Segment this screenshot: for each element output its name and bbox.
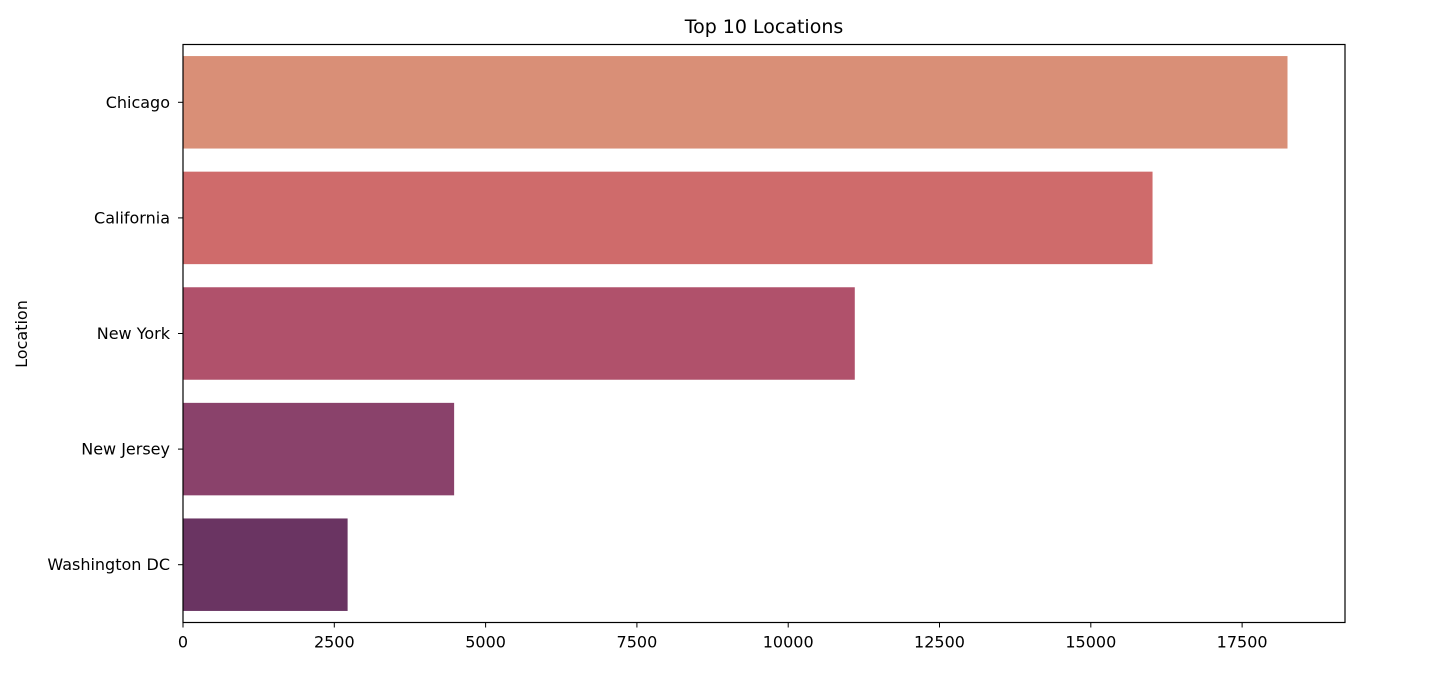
chart-title: Top 10 Locations [684, 16, 844, 38]
bar-chicago [183, 56, 1288, 149]
x-ticks: 0 2500 5000 7500 10000 12500 15000 17500 [178, 622, 1268, 652]
bar-new-jersey [183, 402, 455, 496]
bars-layer [183, 56, 1288, 611]
plot-frame [182, 43, 1346, 624]
y-ticks: Chicago California New York New Jersey Washi… [47, 93, 183, 574]
x-tick-label: 2500 [314, 633, 355, 652]
x-tick-label: 7500 [617, 633, 658, 652]
x-tick-label: 12500 [914, 633, 965, 652]
bar-new-york [183, 287, 855, 380]
x-tick-label: 10000 [763, 633, 814, 652]
y-tick-label: Washington DC [47, 555, 170, 574]
y-axis-label: Location [12, 300, 31, 368]
y-tick-label: New Jersey [81, 440, 170, 459]
bar-california [183, 171, 1153, 265]
y-tick-label: California [94, 208, 170, 227]
y-tick-label: Chicago [106, 93, 170, 112]
y-tick-label: New York [97, 324, 171, 343]
x-tick-label: 15000 [1065, 633, 1116, 652]
x-tick-label: 5000 [465, 633, 506, 652]
x-tick-label: 17500 [1217, 633, 1268, 652]
x-tick-label: 0 [178, 633, 188, 652]
bar-washington-dc [183, 518, 348, 611]
